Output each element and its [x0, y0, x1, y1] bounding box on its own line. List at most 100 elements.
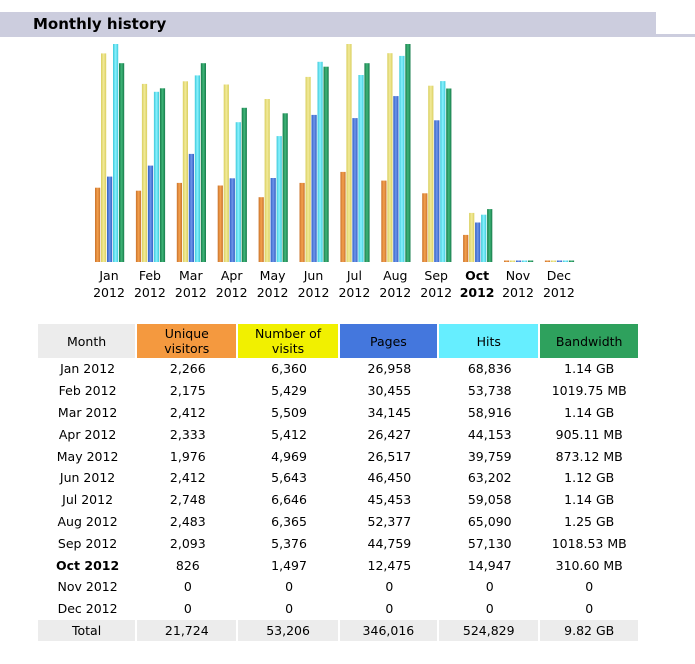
cell-month: Jun 2012 [59, 470, 116, 486]
bar-bandwidth_mb-10 [528, 260, 534, 262]
bar-visits-3 [223, 84, 229, 262]
cell-bandwidth: 0 [585, 579, 594, 595]
table-total-row: Total 21,724 53,206 346,016 524,829 9.82 GB [38, 619, 638, 642]
bar-pages-7 [393, 96, 399, 262]
bar-visits-9 [469, 212, 475, 262]
bar-unique-10 [504, 260, 510, 262]
total-month: Total [38, 619, 138, 642]
x-tick-year-1: 2012 [134, 285, 166, 300]
cell-pages: 44,759 [367, 535, 412, 551]
bar-unique-5 [299, 182, 305, 262]
x-tick-year-2: 2012 [175, 285, 207, 300]
bar-visits-10 [510, 260, 516, 262]
bar-pages-1 [147, 165, 154, 262]
total-bandwidth: 9.82 GB [540, 619, 638, 642]
cell-hits: 65,090 [467, 513, 512, 529]
bar-visits-6 [346, 44, 352, 262]
bar-hits-11 [562, 260, 569, 262]
x-tick-month-2: Mar [179, 268, 203, 283]
bar-visits-11 [550, 260, 557, 262]
bar-unique-2 [176, 182, 182, 262]
bar-visits-5 [305, 76, 311, 263]
col-header-month: Month [38, 324, 138, 358]
bar-pages-5 [311, 114, 317, 263]
bar-hits-7 [399, 55, 405, 263]
cell-bandwidth: 310.60 MB [555, 557, 623, 573]
bar-pages-10 [516, 260, 522, 262]
cell-unique: 2,412 [169, 404, 206, 420]
bar-pages-0 [107, 176, 113, 262]
bar-unique-6 [340, 171, 346, 262]
cell-hits: 0 [485, 601, 494, 617]
cell-pages: 0 [385, 579, 394, 595]
bar-pages-2 [188, 153, 194, 262]
cell-bandwidth: 0 [585, 601, 594, 617]
x-tick-month-1: Feb [139, 268, 161, 283]
bar-bandwidth_mb-5 [323, 66, 329, 262]
cell-unique: 2,748 [169, 492, 206, 508]
bar-hits-8 [440, 81, 446, 262]
table-row: May 2012 1,976 4,969 26,517 39,759 873.12 MB [38, 445, 638, 467]
cell-pages: 34,145 [367, 404, 412, 420]
cell-month: Mar 2012 [57, 404, 118, 420]
cell-pages: 45,453 [367, 492, 412, 508]
cell-pages: 0 [385, 601, 394, 617]
cell-hits: 63,202 [467, 470, 512, 486]
bar-hits-6 [358, 75, 364, 262]
col-header-hits: Hits [439, 324, 541, 358]
total-pages: 346,016 [339, 619, 440, 642]
bar-visits-7 [387, 53, 393, 263]
cell-bandwidth: 1.14 GB [564, 361, 615, 377]
bar-pages-6 [352, 118, 358, 262]
cell-pages: 30,455 [367, 383, 412, 399]
bar-hits-10 [522, 260, 528, 262]
bar-unique-1 [135, 190, 142, 262]
section-header: Monthly history [0, 12, 656, 37]
x-tick-year-10: 2012 [502, 285, 534, 300]
x-tick-month-0: Jan [98, 268, 118, 283]
cell-pages: 46,450 [367, 470, 412, 486]
cell-visits: 5,643 [271, 470, 307, 486]
bar-hits-0 [113, 44, 119, 262]
cell-month: Nov 2012 [57, 579, 118, 595]
monthly-history-chart: Jan 2012 Feb 2012 Mar 2012 Apr 2012 May 2012 Jun 20… [93, 44, 575, 300]
cell-visits: 5,509 [271, 404, 307, 420]
bar-bandwidth_mb-6 [364, 63, 370, 263]
bar-pages-3 [229, 178, 235, 262]
x-tick-month-11: Dec [547, 268, 571, 283]
cell-hits: 39,759 [467, 448, 512, 464]
total-visits: 53,206 [238, 619, 340, 642]
cell-bandwidth: 1.14 GB [564, 404, 615, 420]
cell-unique: 0 [183, 601, 192, 617]
col-header-bandwidth: Bandwidth [540, 324, 638, 358]
col-header-number-of-visits: Number of visits [238, 324, 340, 358]
total-unique: 21,724 [137, 619, 239, 642]
cell-pages: 26,517 [367, 448, 412, 464]
cell-visits: 6,646 [271, 492, 307, 508]
bar-pages-4 [270, 178, 276, 262]
x-tick-year-5: 2012 [298, 285, 330, 300]
bar-pages-11 [556, 260, 563, 262]
cell-pages: 26,958 [367, 361, 412, 377]
cell-bandwidth: 1019.75 MB [551, 383, 627, 399]
cell-visits: 5,429 [271, 383, 307, 399]
bar-hits-5 [317, 61, 323, 262]
bar-visits-1 [141, 83, 148, 263]
bar-pages-9 [475, 222, 481, 262]
x-tick-month-8: Sep [424, 268, 448, 283]
x-tick-year-9: 2012 [460, 285, 495, 300]
x-tick-year-0: 2012 [93, 285, 125, 300]
table-row: Sep 2012 2,093 5,376 44,759 57,130 1018.53 MB [38, 532, 638, 554]
table-row: Mar 2012 2,412 5,509 34,145 58,916 1.14 GB [38, 402, 638, 424]
bar-unique-7 [381, 180, 387, 262]
table-header-row: Month Unique visitors Number of visits Pag… [38, 324, 638, 358]
bar-bandwidth_mb-0 [119, 63, 125, 263]
cell-month: May 2012 [56, 448, 119, 464]
x-tick-year-4: 2012 [257, 285, 289, 300]
bar-bandwidth_mb-3 [241, 107, 247, 262]
x-tick-year-8: 2012 [420, 285, 452, 300]
cell-month: Apr 2012 [58, 426, 117, 442]
bar-unique-0 [95, 187, 101, 262]
cell-hits: 57,130 [467, 535, 512, 551]
bar-hits-3 [235, 122, 241, 262]
